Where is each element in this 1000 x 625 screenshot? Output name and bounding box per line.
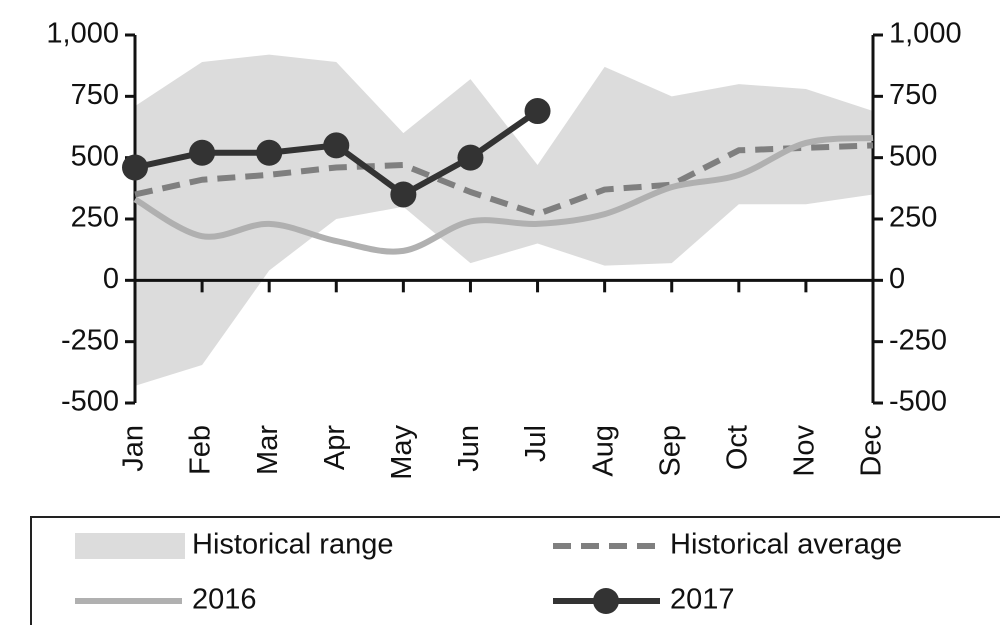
x-tick-label: Dec — [856, 425, 888, 477]
legend-label: 2016 — [192, 584, 257, 616]
legend-marker — [593, 588, 619, 614]
y2-tick-label: 1,000 — [889, 18, 962, 50]
legend-label: 2017 — [670, 584, 735, 616]
x-tick-label: Jul — [520, 425, 552, 462]
y-tick-label: 250 — [71, 202, 119, 234]
marker — [457, 144, 484, 171]
x-tick-label: Mar — [252, 425, 284, 475]
y-tick-label: 0 — [103, 263, 119, 295]
x-tick-label: Oct — [721, 425, 753, 470]
marker — [323, 132, 350, 159]
marker — [256, 139, 283, 166]
y2-tick-label: 250 — [889, 202, 937, 234]
y-tick-label: 1,000 — [46, 18, 119, 50]
x-tick-label: Apr — [319, 425, 351, 470]
legend-box — [30, 516, 1000, 625]
series-line — [134, 142, 874, 218]
x-tick-label: Aug — [587, 425, 619, 477]
marker — [189, 139, 216, 166]
y2-tick-label: 0 — [889, 263, 905, 295]
marker — [390, 181, 417, 208]
x-tick-label: May — [386, 425, 418, 480]
legend-swatch — [75, 533, 185, 559]
series-line — [133, 135, 874, 255]
x-tick-label: Sep — [654, 425, 686, 477]
y2-tick-label: -250 — [889, 324, 947, 356]
marker — [524, 98, 551, 125]
y-tick-label: 750 — [71, 79, 119, 111]
y-tick-label: 500 — [71, 140, 119, 172]
x-tick-label: Nov — [789, 425, 821, 477]
marker — [122, 154, 148, 181]
x-tick-label: Jan — [118, 425, 150, 472]
legend-label: Historical average — [670, 529, 902, 561]
y2-tick-label: 500 — [889, 140, 937, 172]
y-tick-label: -250 — [61, 324, 119, 356]
legend-label: Historical range — [192, 529, 393, 561]
y2-tick-label: -500 — [889, 386, 947, 418]
y-tick-label: -500 — [61, 386, 119, 418]
y2-tick-label: 750 — [889, 79, 937, 111]
x-tick-label: Feb — [185, 425, 217, 475]
x-tick-label: Jun — [453, 425, 485, 472]
